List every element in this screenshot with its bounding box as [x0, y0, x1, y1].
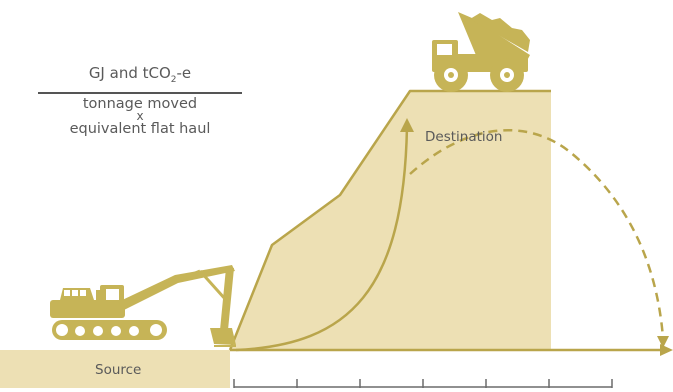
denominator-line-2: equivalent flat haul [69, 121, 211, 137]
formula-numerator: GJ and tCO2-e [38, 64, 242, 85]
ramp-fill [230, 91, 551, 350]
denominator-line-1: tonnage moved [82, 96, 198, 112]
excavator-icon [50, 265, 236, 347]
baseline-arrowhead [660, 344, 673, 356]
ramp-outline [228, 89, 551, 351]
haul-path-arrowhead [400, 118, 414, 132]
dump-truck-icon [432, 12, 530, 92]
flat-haul-arc-arrowhead [657, 336, 669, 348]
numerator-prefix: GJ and tCO [88, 64, 171, 82]
source-ground [0, 350, 230, 388]
destination-label: Destination [425, 129, 503, 145]
numerator-suffix: -e [176, 64, 192, 82]
haul-path [235, 125, 409, 352]
equivalent-flat-haul-arc [409, 128, 665, 339]
axis-ticks [233, 379, 613, 388]
numerator-subscript: 2 [170, 75, 177, 85]
formula-denominator: tonnage moved x equivalent flat haul [38, 96, 242, 137]
fraction-bar [38, 92, 242, 94]
denominator-operator: x [136, 109, 144, 123]
source-label: Source [95, 362, 142, 378]
